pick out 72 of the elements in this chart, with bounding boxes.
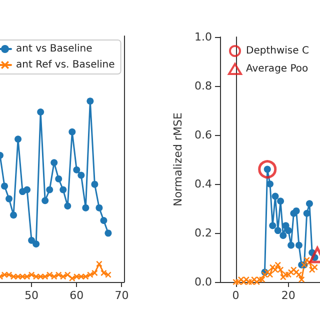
point <box>266 180 274 188</box>
point <box>10 212 18 219</box>
point <box>69 275 76 282</box>
point <box>28 272 35 278</box>
legend-label: ant Ref vs. Baseline <box>16 60 115 70</box>
legend-label: Average Poo <box>246 64 308 74</box>
y-tick-label: 1.0 <box>194 30 212 44</box>
y-tick-label: 0.0 <box>194 276 212 288</box>
point <box>92 270 98 276</box>
point <box>14 136 22 143</box>
x-tick-label: 60 <box>70 289 84 302</box>
point <box>303 210 310 217</box>
point <box>6 272 12 278</box>
point <box>24 186 31 194</box>
point <box>274 262 281 268</box>
point <box>298 276 305 283</box>
point <box>60 274 66 280</box>
point <box>86 98 94 105</box>
point <box>64 272 71 278</box>
point <box>277 198 284 205</box>
point <box>91 180 98 188</box>
y-tick-label: 0.6 <box>194 128 212 142</box>
point <box>6 195 13 202</box>
point <box>269 222 276 230</box>
point <box>267 272 273 278</box>
point <box>284 227 292 234</box>
point <box>258 160 277 179</box>
x-tick-label: 70 <box>114 289 129 302</box>
point <box>96 204 103 212</box>
point <box>274 227 282 234</box>
point <box>46 272 53 278</box>
point <box>288 242 295 249</box>
point <box>42 197 49 204</box>
legend-label: ant vs Baseline <box>16 44 92 54</box>
point <box>46 186 54 194</box>
point <box>64 202 72 210</box>
point <box>306 200 313 208</box>
x-tick-label: 20 <box>281 289 296 302</box>
point <box>37 108 44 116</box>
point <box>55 175 62 182</box>
point <box>1 182 8 190</box>
y-tick-label: 0.8 <box>194 80 212 92</box>
point <box>56 272 62 278</box>
point <box>24 274 30 280</box>
point <box>296 272 302 278</box>
point <box>272 192 279 200</box>
y-axis-title: Normalized rMSE <box>172 112 185 206</box>
point <box>280 232 287 239</box>
point <box>68 128 76 136</box>
x-tick-label: 0 <box>232 289 240 302</box>
point <box>73 166 80 174</box>
point <box>51 274 58 280</box>
point <box>42 274 48 280</box>
point <box>28 236 36 244</box>
point <box>104 230 112 237</box>
point <box>259 276 266 283</box>
y-tick-label: 0.4 <box>194 178 212 190</box>
point <box>60 186 67 194</box>
x-tick-label: 50 <box>24 289 39 302</box>
point <box>292 207 300 214</box>
point <box>295 242 302 249</box>
legend-label: Depthwise C <box>246 46 309 56</box>
point <box>278 266 284 273</box>
point <box>50 159 58 166</box>
y-tick-label: 0.2 <box>194 226 212 240</box>
point <box>100 217 108 224</box>
point <box>96 260 102 267</box>
point <box>82 204 90 212</box>
point <box>32 240 40 248</box>
point <box>100 270 107 276</box>
point <box>82 274 89 280</box>
point <box>78 172 85 179</box>
